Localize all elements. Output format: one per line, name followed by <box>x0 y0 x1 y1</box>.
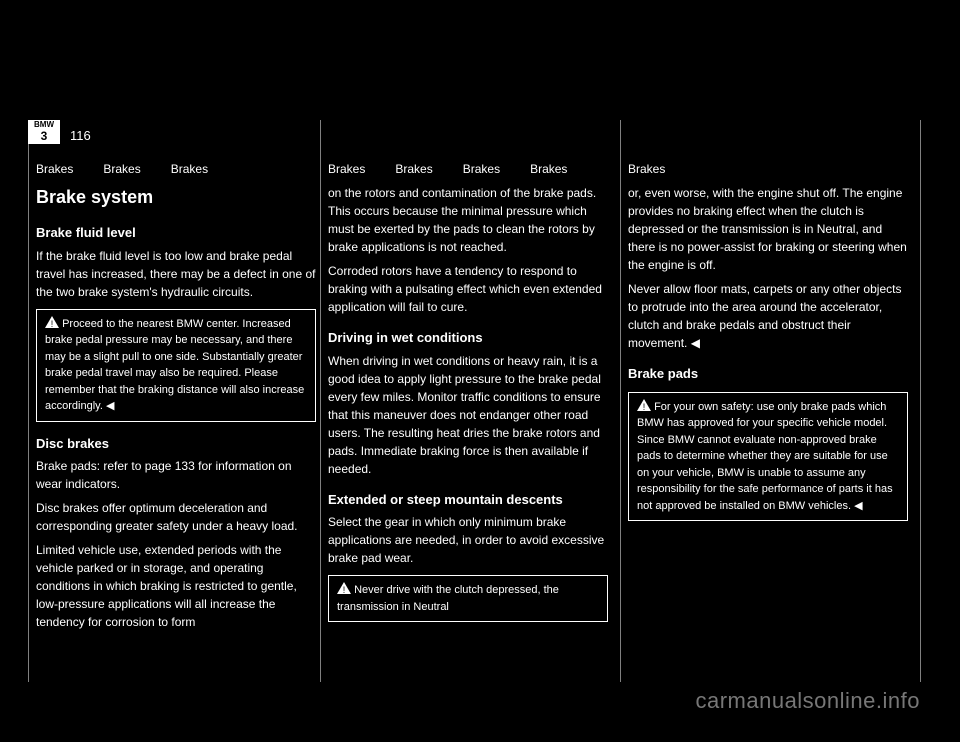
column-rule <box>320 120 321 682</box>
svg-text:!: ! <box>51 319 54 328</box>
caution-text: Never drive with the clutch depressed, t… <box>337 584 559 613</box>
body-text: Never allow floor mats, carpets or any o… <box>628 280 908 352</box>
column-rule <box>620 120 621 682</box>
caution-box: ! For your own safety: use only brake pa… <box>628 392 908 522</box>
header-word: Brakes <box>103 160 140 178</box>
column-rule <box>920 120 921 682</box>
subsection-title: Brake fluid level <box>36 223 316 243</box>
logo-text-bottom: 3 <box>28 130 60 142</box>
body-text: Select the gear in which only minimum br… <box>328 513 608 567</box>
subsection-title: Brake pads <box>628 364 908 384</box>
header-word: Brakes <box>395 160 432 178</box>
caution-text: For your own safety: use only brake pads… <box>637 401 893 512</box>
body-text: When driving in wet conditions or heavy … <box>328 352 608 478</box>
warning-icon: ! <box>45 316 59 328</box>
body-text: or, even worse, with the engine shut off… <box>628 184 908 274</box>
column-rule <box>28 120 29 682</box>
running-header: Brakes <box>628 160 908 178</box>
header-word: Brakes <box>328 160 365 178</box>
section-title: Brake system <box>36 184 316 211</box>
bmw-logo-badge: BMW 3 <box>28 120 60 144</box>
body-text: Corroded rotors have a tendency to respo… <box>328 262 608 316</box>
end-mark-icon: ◀ <box>691 336 700 350</box>
body-text: If the brake fluid level is too low and … <box>36 247 316 301</box>
column-1: Brakes Brakes Brakes Brake system Brake … <box>36 160 316 637</box>
manual-page: BMW 3 116 Brakes Brakes Brakes Brake sys… <box>0 0 960 742</box>
body-text: Brake pads: refer to page 133 for inform… <box>36 457 316 493</box>
end-mark-icon: ◀ <box>106 400 114 412</box>
column-3: Brakes or, even worse, with the engine s… <box>628 160 908 529</box>
header-word: Brakes <box>171 160 208 178</box>
column-2: Brakes Brakes Brakes Brakes on the rotor… <box>328 160 608 630</box>
logo-text-top: BMW <box>34 120 54 129</box>
svg-text:!: ! <box>343 585 346 594</box>
header-word: Brakes <box>628 160 665 178</box>
warning-icon: ! <box>637 399 651 411</box>
header-word: Brakes <box>463 160 500 178</box>
body-text: on the rotors and contamination of the b… <box>328 184 608 256</box>
body-text-span: Never allow floor mats, carpets or any o… <box>628 282 901 350</box>
warning-icon: ! <box>337 582 351 594</box>
body-text: Limited vehicle use, extended periods wi… <box>36 541 316 631</box>
body-text: Disc brakes offer optimum deceleration a… <box>36 499 316 535</box>
watermark-text: carmanualsonline.info <box>695 688 920 714</box>
running-header: Brakes Brakes Brakes <box>36 160 316 178</box>
header-word: Brakes <box>36 160 73 178</box>
page-number: 116 <box>70 128 91 143</box>
running-header: Brakes Brakes Brakes Brakes <box>328 160 608 178</box>
header-word: Brakes <box>530 160 567 178</box>
caution-box: ! Proceed to the nearest BMW center. Inc… <box>36 309 316 422</box>
caution-box: ! Never drive with the clutch depressed,… <box>328 575 608 622</box>
svg-text:!: ! <box>643 402 646 411</box>
subsection-title: Extended or steep mountain descents <box>328 490 608 510</box>
end-mark-icon: ◀ <box>854 500 862 512</box>
subsection-title: Driving in wet conditions <box>328 328 608 348</box>
caution-text: Proceed to the nearest BMW center. Incre… <box>45 318 304 413</box>
subsection-title: Disc brakes <box>36 434 316 454</box>
